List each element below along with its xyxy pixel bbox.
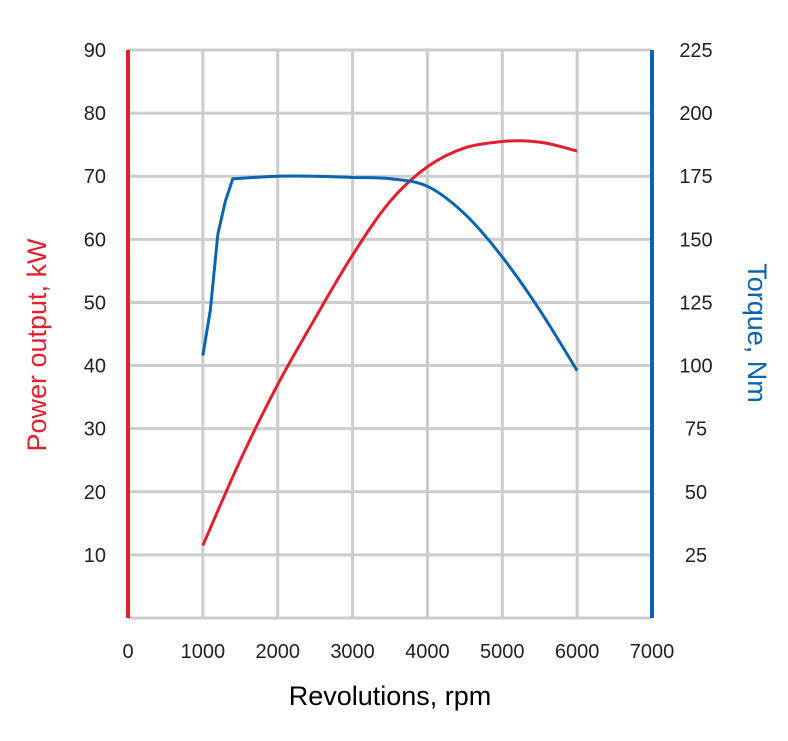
x-tick-label: 1000 [181,641,226,663]
right-tick-label: 100 [679,356,712,378]
left-tick-label: 10 [84,545,106,567]
left-tick-label: 60 [84,229,106,251]
left-tick-label: 70 [84,166,106,188]
x-tick-label: 7000 [630,641,675,663]
x-tick-label: 2000 [255,641,300,663]
x-axis-title: Revolutions, rpm [289,681,492,711]
torque-line [201,174,579,372]
left-tick-label: 40 [84,356,106,378]
right-tick-label: 200 [679,103,712,125]
right-tick-label: 125 [679,292,712,314]
right-tick-label: 25 [685,545,707,567]
right-tick-label: 175 [679,166,712,188]
left-tick-label: 50 [84,292,106,314]
power-output-line [201,139,578,547]
x-tick-label: 3000 [330,641,375,663]
x-tick-label: 6000 [555,641,600,663]
right-axis-title: Torque, Nm [742,263,772,403]
series-lines [201,139,579,547]
axes [126,50,654,618]
x-tick-label: 0 [122,641,133,663]
right-tick-label: 75 [685,419,707,441]
right-tick-label: 50 [685,482,707,504]
right-tick-label: 225 [679,40,712,62]
left-tick-label: 30 [84,419,106,441]
x-tick-label: 5000 [480,641,525,663]
left-tick-label: 20 [84,482,106,504]
left-tick-label: 80 [84,103,106,125]
left-axis-title: Power output, kW [22,238,52,452]
left-tick-label: 90 [84,40,106,62]
right-tick-label: 150 [679,229,712,251]
x-tick-label: 4000 [405,641,450,663]
grid-lines [128,48,652,620]
tick-labels: 0 1000 2000 3000 4000 5000 6000 7000 10 20 30 40 50 6… [84,40,713,663]
